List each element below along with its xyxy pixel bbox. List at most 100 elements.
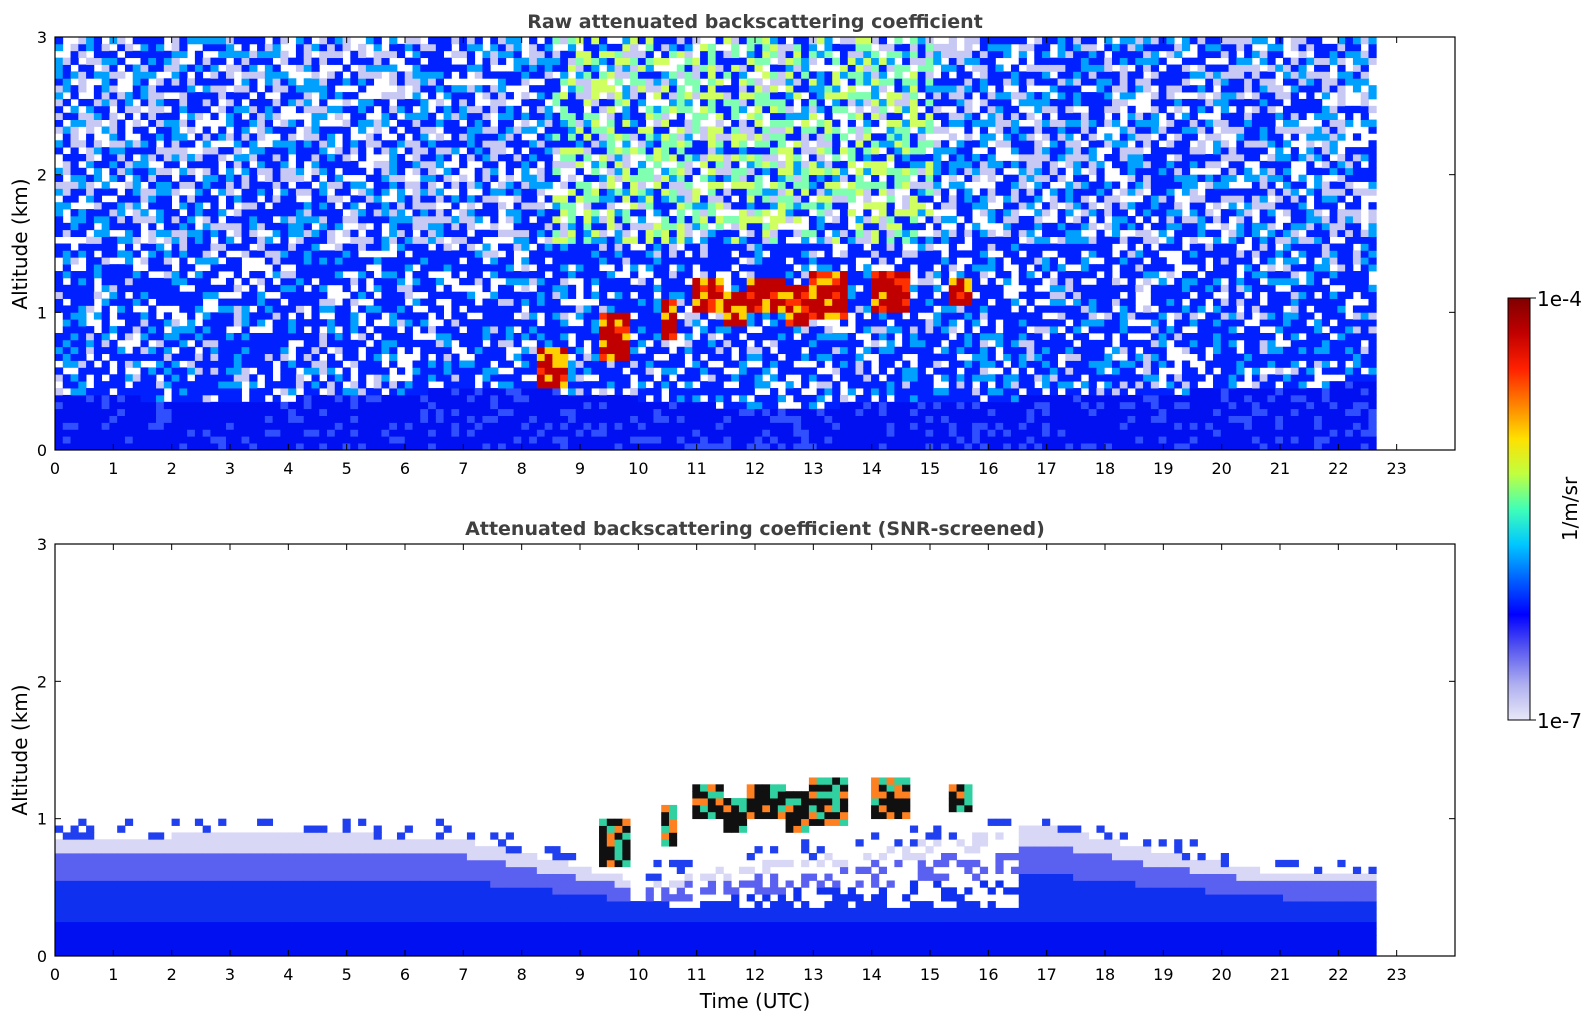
x-tick: 11 [686,37,707,478]
x-tick-label: 10 [628,459,648,478]
x-tick: 19 [1153,37,1174,478]
x-tick: 17 [1036,544,1057,984]
x-tick-label: 21 [1270,459,1290,478]
x-tick-label: 6 [400,459,410,478]
x-tick: 21 [1270,544,1290,984]
x-tick: 18 [1095,544,1115,984]
x-tick: 4 [283,37,293,478]
x-tick-label: 10 [628,965,648,984]
x-tick: 9 [575,544,585,984]
x-tick: 10 [628,544,649,984]
x-tick: 19 [1153,544,1174,984]
x-tick: 4 [283,544,293,984]
x-tick-label: 4 [283,965,293,984]
x-tick-label: 7 [458,459,468,478]
y-tick: 3 [37,28,1455,47]
x-tick: 15 [920,544,940,984]
x-tick: 2 [167,544,177,984]
x-tick-label: 2 [167,965,177,984]
x-tick: 6 [400,544,410,984]
y-tick-label: 3 [37,535,47,554]
y-tick: 3 [37,535,1455,554]
x-tick-label: 3 [225,459,235,478]
y-axis-screened: 0 1 2 3 [37,535,1455,966]
x-tick: 16 [978,37,999,478]
x-tick-label: 19 [1153,459,1173,478]
colorbar: 1e-4 1e-7 1/m/sr [1507,287,1582,733]
x-tick-label: 4 [283,459,293,478]
x-tick: 13 [803,544,824,984]
x-tick-label: 2 [167,459,177,478]
x-tick-label: 5 [342,965,352,984]
y-tick-label: 0 [37,947,47,966]
x-tick: 21 [1270,37,1290,478]
x-axis-label-screened: Time (UTC) [699,989,811,1013]
colorbar-unit-label: 1/m/sr [1558,476,1582,541]
x-tick: 7 [458,37,468,478]
x-tick: 3 [225,37,235,478]
y-tick-label: 0 [37,441,47,460]
y-tick-label: 1 [37,303,47,322]
x-tick-label: 1 [108,459,118,478]
colorbar-max-label: 1e-4 [1537,287,1582,311]
x-tick: 20 [1211,544,1232,984]
x-tick: 3 [225,544,235,984]
x-tick: 10 [628,37,649,478]
y-tick-label: 3 [37,28,47,47]
x-tick: 22 [1328,544,1349,984]
x-tick: 12 [745,544,765,984]
x-tick: 15 [920,37,940,478]
x-tick-label: 3 [225,965,235,984]
x-tick-label: 12 [745,459,765,478]
x-tick-label: 11 [686,965,706,984]
panel-screened-title: Attenuated backscattering coefficient (S… [465,518,1045,540]
panel-raw: Raw attenuated backscattering coefficien… [8,11,1456,478]
heatmap-field-raw [55,37,1377,450]
x-tick-label: 5 [342,459,352,478]
colorbar-min-label: 1e-7 [1537,709,1582,733]
y-tick: 1 [37,303,1455,322]
x-axis-screened: 0 1 2 3 4 5 6 7 8 9 10 11 12 13 14 15 16 17 18 19 20 21 22 23 [50,544,1407,984]
x-tick: 22 [1328,37,1349,478]
y-axis-label-raw: Altitude (km) [8,178,32,309]
x-tick-label: 0 [50,965,60,984]
x-tick-label: 18 [1095,965,1115,984]
x-tick-label: 13 [803,459,823,478]
x-tick-label: 14 [861,965,881,984]
y-axis-label-screened: Altitude (km) [8,684,32,815]
y-tick: 0 [37,947,1455,966]
x-tick-label: 20 [1211,459,1231,478]
x-tick-label: 19 [1153,965,1173,984]
x-tick-label: 23 [1386,459,1406,478]
x-tick-label: 17 [1036,459,1056,478]
x-tick: 17 [1036,37,1057,478]
x-tick: 8 [517,37,527,478]
x-tick-label: 22 [1328,965,1348,984]
x-tick: 16 [978,544,999,984]
x-tick-label: 16 [978,965,998,984]
x-tick-label: 1 [108,965,118,984]
x-tick: 14 [861,37,882,478]
y-tick: 0 [37,441,1455,460]
x-tick-label: 12 [745,965,765,984]
x-tick: 6 [400,37,410,478]
x-tick-label: 22 [1328,459,1348,478]
x-tick: 0 [50,37,60,478]
x-tick: 1 [108,37,118,478]
x-tick-label: 7 [458,965,468,984]
x-tick: 23 [1386,37,1407,478]
x-tick: 12 [745,37,765,478]
x-tick-label: 15 [920,965,940,984]
x-tick: 7 [458,544,468,984]
x-tick-label: 11 [686,459,706,478]
y-tick-label: 1 [37,810,47,829]
x-tick-label: 21 [1270,965,1290,984]
x-tick: 18 [1095,37,1115,478]
x-tick-label: 20 [1211,965,1231,984]
x-tick-label: 0 [50,459,60,478]
x-tick-label: 6 [400,965,410,984]
x-tick: 5 [342,544,352,984]
x-axis-raw: 0 1 2 3 4 5 6 7 8 9 10 11 12 13 14 15 16 17 18 19 20 21 22 23 [50,37,1407,478]
x-tick-label: 23 [1386,965,1406,984]
